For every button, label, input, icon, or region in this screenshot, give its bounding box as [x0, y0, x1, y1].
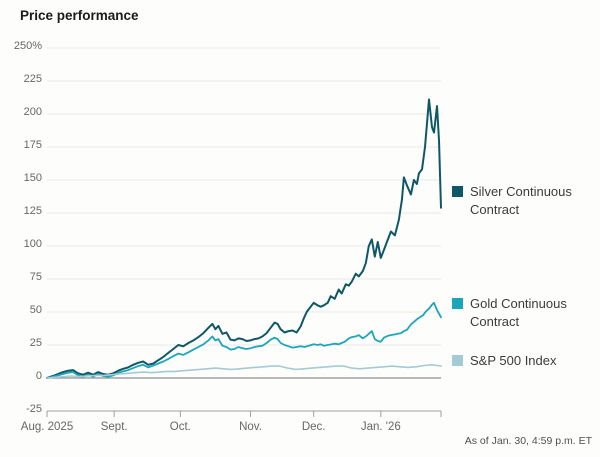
svg-text:150: 150 — [24, 172, 42, 184]
legend-label-gold: Gold Continuous Contract — [470, 296, 567, 329]
svg-text:0: 0 — [36, 370, 42, 382]
svg-text:Aug. 2025: Aug. 2025 — [21, 421, 73, 433]
chart-title: Price performance — [20, 8, 139, 23]
legend-item-silver: Silver Continuous Contract — [452, 183, 582, 219]
svg-text:100: 100 — [24, 238, 42, 250]
svg-text:25: 25 — [30, 337, 42, 349]
svg-text:175: 175 — [24, 139, 42, 151]
svg-text:Sept.: Sept. — [101, 421, 128, 433]
svg-text:200: 200 — [24, 106, 42, 118]
svg-text:225: 225 — [24, 73, 42, 85]
sp500-series-swatch-icon — [452, 355, 463, 366]
svg-text:Dec.: Dec. — [302, 421, 326, 433]
as-of-timestamp: As of Jan. 30, 4:59 p.m. ET — [464, 435, 592, 447]
svg-text:Oct.: Oct. — [170, 421, 191, 433]
svg-text:Jan. '26: Jan. '26 — [361, 421, 401, 433]
svg-text:50: 50 — [30, 304, 42, 316]
legend-item-sp500: S&P 500 Index — [452, 352, 582, 370]
svg-text:250%: 250% — [14, 40, 42, 52]
legend-label-sp500: S&P 500 Index — [470, 353, 557, 368]
svg-text:75: 75 — [30, 271, 42, 283]
gold-series-swatch-icon — [452, 298, 463, 309]
svg-text:125: 125 — [24, 205, 42, 217]
legend-item-gold: Gold Continuous Contract — [452, 295, 582, 331]
svg-text:Nov.: Nov. — [239, 421, 262, 433]
legend-label-silver: Silver Continuous Contract — [470, 184, 572, 217]
svg-text:-25: -25 — [26, 403, 42, 415]
silver-series-swatch-icon — [452, 186, 463, 197]
